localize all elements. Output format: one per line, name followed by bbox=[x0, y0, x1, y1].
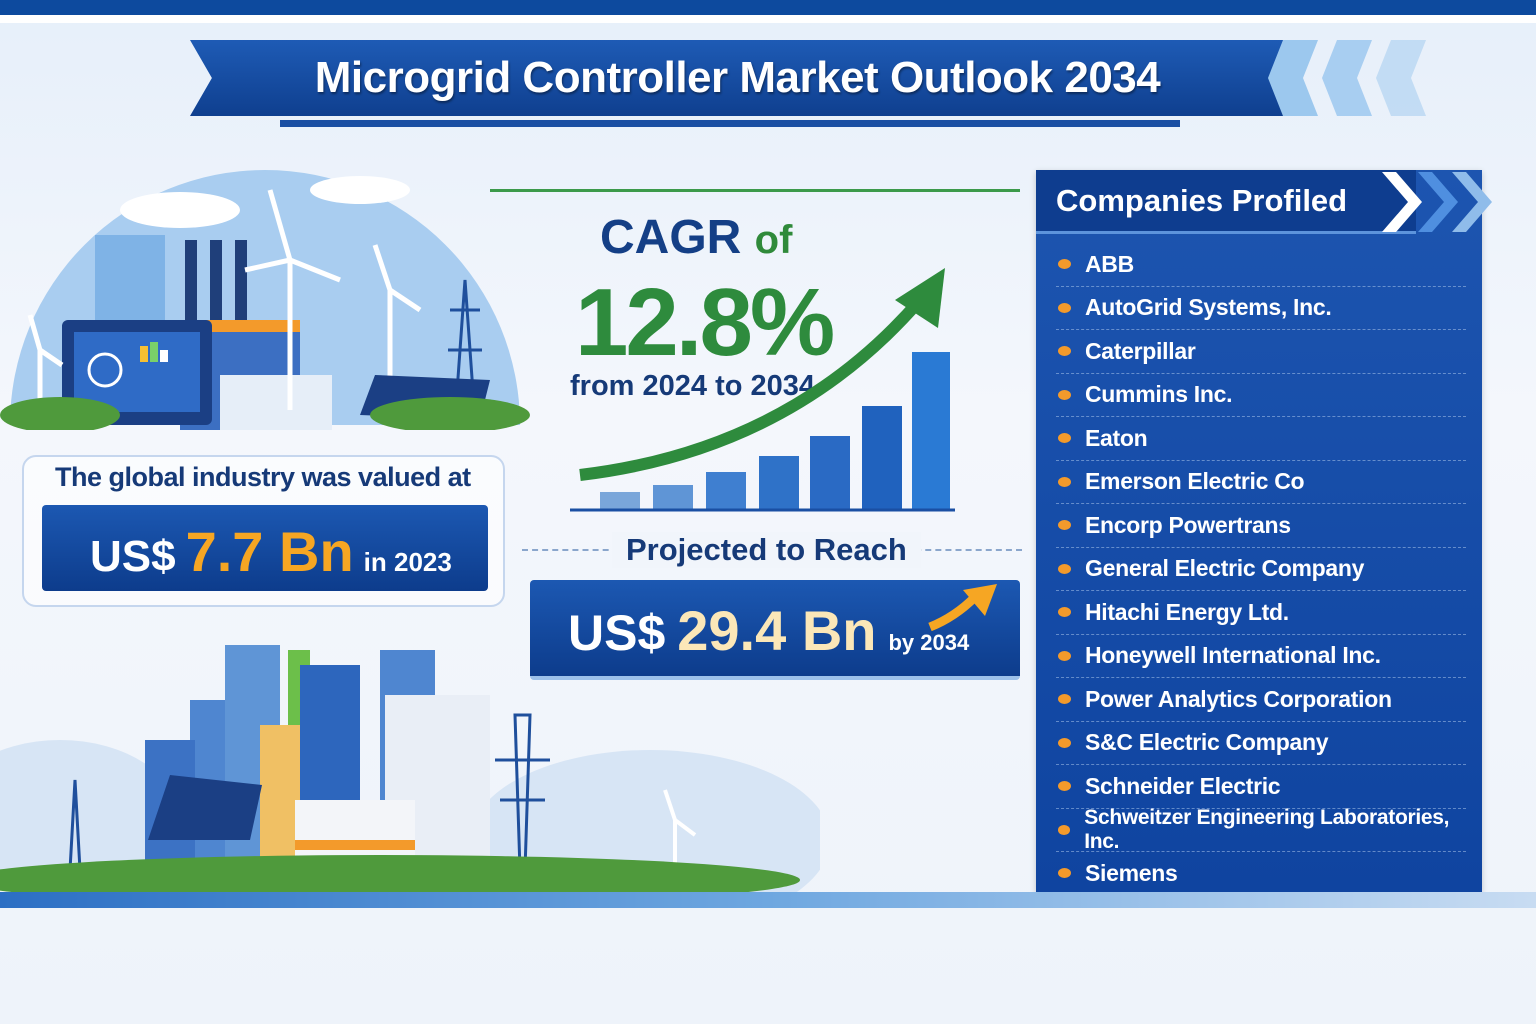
list-item: Power Analytics Corporation bbox=[1056, 678, 1466, 722]
valuation-label: The global industry was valued at bbox=[55, 462, 471, 492]
companies-title: Companies Profiled bbox=[1056, 182, 1348, 218]
list-item: AutoGrid Systems, Inc. bbox=[1056, 287, 1466, 330]
company-name: Honeywell International Inc. bbox=[1085, 642, 1381, 669]
company-name: Schweitzer Engineering Laboratories, Inc… bbox=[1084, 805, 1450, 853]
bullet-icon bbox=[1058, 824, 1071, 835]
bullet-icon bbox=[1058, 563, 1071, 574]
industrial-energy-illustration bbox=[0, 170, 530, 430]
list-item: Caterpillar bbox=[1056, 330, 1466, 374]
list-item: Eaton bbox=[1056, 417, 1466, 461]
growth-bar bbox=[653, 485, 693, 510]
projection-value: 29.4 Bn bbox=[677, 599, 877, 662]
list-item: Hitachi Energy Ltd. bbox=[1056, 591, 1466, 635]
divider bbox=[490, 189, 1020, 192]
list-item: S&C Electric Company bbox=[1056, 722, 1466, 765]
bullet-icon bbox=[1058, 259, 1071, 270]
bullet-icon bbox=[1058, 650, 1071, 661]
growth-bar bbox=[862, 406, 902, 510]
growth-bar bbox=[912, 352, 950, 510]
bullet-icon bbox=[1058, 476, 1071, 487]
cagr-value: 12.8% bbox=[575, 269, 835, 376]
growth-bar bbox=[759, 456, 799, 510]
company-name: Eaton bbox=[1085, 424, 1148, 451]
cagr-prefix: CAGR bbox=[600, 211, 742, 264]
bullet-icon bbox=[1058, 781, 1071, 792]
companies-list: ABB AutoGrid Systems, Inc. Caterpillar C… bbox=[1056, 243, 1466, 896]
bullet-icon bbox=[1058, 346, 1071, 357]
bullet-icon bbox=[1058, 389, 1071, 400]
list-item: Schweitzer Engineering Laboratories, Inc… bbox=[1056, 805, 1466, 853]
bullet-icon bbox=[1058, 520, 1071, 531]
company-name: Hitachi Energy Ltd. bbox=[1085, 598, 1289, 625]
projection-year: by 2034 bbox=[888, 630, 970, 655]
projection-label: Projected to Reach bbox=[612, 532, 921, 568]
list-item: Honeywell International Inc. bbox=[1056, 635, 1466, 678]
company-name: Power Analytics Corporation bbox=[1085, 685, 1392, 712]
arrow-head-icon bbox=[895, 268, 945, 328]
company-name: Caterpillar bbox=[1085, 337, 1196, 364]
companies-header: Companies Profiled bbox=[1036, 170, 1416, 234]
growth-bar bbox=[810, 436, 850, 510]
valuation-currency: US$ bbox=[90, 532, 176, 581]
list-item: Schneider Electric bbox=[1056, 765, 1466, 809]
valuation-value: 7.7 Bn bbox=[185, 520, 354, 583]
projection-currency: US$ bbox=[568, 605, 666, 661]
valuation-value-box: US$ 7.7 Bn in 2023 bbox=[42, 505, 488, 591]
chevron-icon bbox=[1376, 40, 1426, 116]
bottom-band bbox=[0, 892, 1536, 908]
company-name: S&C Electric Company bbox=[1085, 729, 1329, 756]
growth-arrow bbox=[579, 296, 925, 481]
title-banner: Microgrid Controller Market Outlook 2034 bbox=[190, 40, 1285, 116]
growth-bar-graphic bbox=[570, 268, 955, 512]
list-item: ABB bbox=[1056, 243, 1466, 287]
bullet-icon bbox=[1058, 302, 1071, 313]
bullet-icon bbox=[1058, 737, 1071, 748]
bullet-icon bbox=[1058, 868, 1071, 879]
list-item: Siemens bbox=[1056, 852, 1466, 896]
company-name: Siemens bbox=[1085, 859, 1178, 886]
city-illustration bbox=[0, 645, 820, 892]
projection-value-box: US$ 29.4 Bn by 2034 bbox=[530, 580, 1020, 680]
bullet-icon bbox=[1058, 433, 1071, 444]
valuation-year: in 2023 bbox=[363, 547, 452, 577]
growth-bar bbox=[600, 492, 640, 510]
list-item: Emerson Electric Co bbox=[1056, 461, 1466, 504]
top-strip bbox=[0, 15, 1536, 23]
company-name: AutoGrid Systems, Inc. bbox=[1085, 294, 1332, 321]
bullet-icon bbox=[1058, 694, 1071, 705]
trend-arrow-icon bbox=[928, 584, 997, 632]
title-underline bbox=[280, 120, 1180, 127]
list-item: General Electric Company bbox=[1056, 548, 1466, 591]
growth-bar bbox=[706, 472, 746, 510]
cagr-of: of bbox=[754, 218, 793, 262]
list-item: Cummins Inc. bbox=[1056, 374, 1466, 417]
page-title: Microgrid Controller Market Outlook 2034 bbox=[314, 53, 1161, 102]
company-name: Emerson Electric Co bbox=[1085, 468, 1305, 495]
cagr-heading: CAGR of bbox=[600, 210, 792, 265]
cagr-period: from 2024 to 2034 bbox=[570, 370, 816, 402]
top-bar bbox=[0, 0, 1536, 15]
company-name: General Electric Company bbox=[1085, 555, 1365, 582]
companies-panel bbox=[1036, 170, 1482, 892]
company-name: ABB bbox=[1085, 250, 1134, 277]
company-name: Schneider Electric bbox=[1085, 772, 1281, 799]
company-name: Cummins Inc. bbox=[1085, 381, 1233, 408]
chevron-icon bbox=[1322, 40, 1372, 116]
list-item: Encorp Powertrans bbox=[1056, 504, 1466, 548]
bullet-icon bbox=[1058, 607, 1071, 618]
company-name: Encorp Powertrans bbox=[1085, 511, 1291, 538]
